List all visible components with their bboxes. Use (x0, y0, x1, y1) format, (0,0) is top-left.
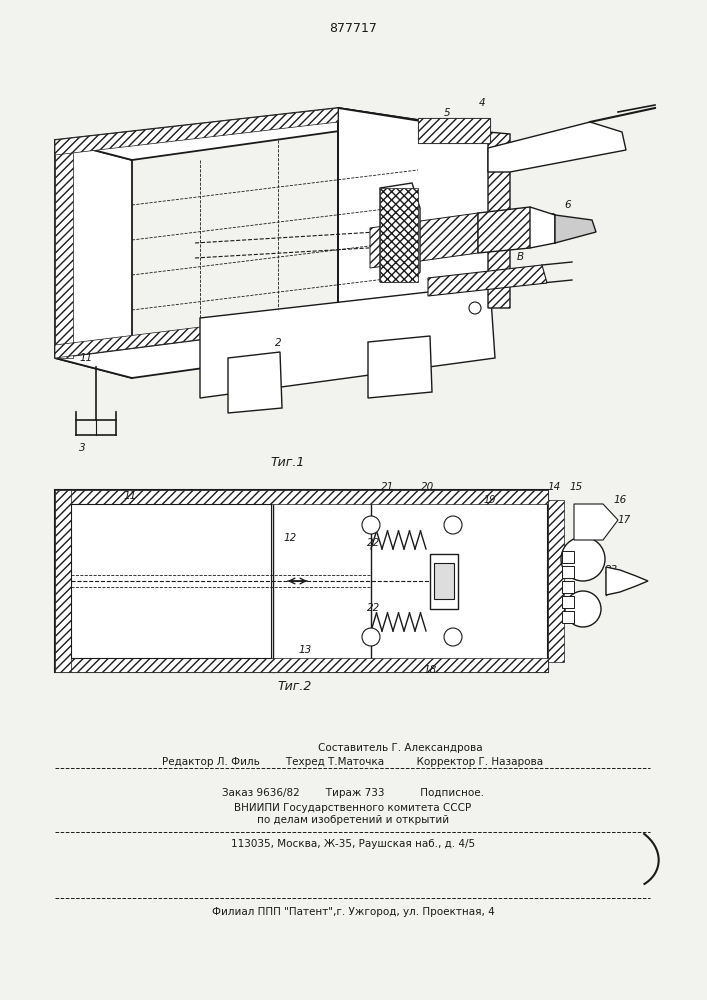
Text: A: A (532, 141, 539, 151)
Bar (55, 490, 548, 504)
Polygon shape (478, 207, 540, 253)
Circle shape (469, 302, 481, 314)
Text: 13: 13 (298, 645, 312, 655)
Text: Составитель Г. Александрова: Составитель Г. Александрова (317, 743, 482, 753)
Polygon shape (606, 567, 648, 595)
Text: 11: 11 (79, 353, 93, 363)
Polygon shape (228, 352, 282, 413)
Polygon shape (370, 213, 478, 268)
Polygon shape (428, 265, 547, 296)
Text: 11: 11 (124, 491, 136, 501)
Text: 14: 14 (547, 482, 561, 492)
Bar (434, 563, 454, 599)
Text: 20: 20 (421, 482, 435, 492)
Polygon shape (380, 183, 420, 282)
Text: 2: 2 (275, 338, 281, 348)
Circle shape (444, 516, 462, 534)
Text: 22: 22 (368, 603, 380, 613)
Text: ВНИИПИ Государственного комитета СССР: ВНИИПИ Государственного комитета СССР (235, 803, 472, 813)
Text: 5: 5 (444, 108, 450, 118)
Polygon shape (55, 310, 338, 358)
Bar (71, 504, 271, 658)
Text: 1: 1 (502, 262, 508, 272)
Text: B: B (516, 252, 524, 262)
Bar (55, 490, 71, 672)
Text: 16: 16 (614, 495, 626, 505)
Bar (430, 554, 458, 609)
Text: 23: 23 (605, 565, 619, 575)
Text: 10: 10 (390, 348, 404, 358)
Text: 15: 15 (569, 482, 583, 492)
Text: 19: 19 (484, 495, 496, 505)
Text: 18: 18 (423, 665, 437, 675)
Polygon shape (488, 122, 626, 172)
Text: Заказ 9636/82        Тираж 733           Подписное.: Заказ 9636/82 Тираж 733 Подписное. (222, 788, 484, 798)
Bar (380, 188, 418, 282)
Text: 9: 9 (592, 141, 600, 151)
Polygon shape (574, 504, 618, 540)
Text: 22: 22 (368, 538, 380, 548)
Polygon shape (55, 140, 132, 378)
Bar (562, 596, 574, 608)
Polygon shape (338, 108, 490, 322)
Polygon shape (338, 108, 418, 338)
Polygon shape (55, 490, 548, 672)
Text: 877717: 877717 (329, 21, 377, 34)
Bar (548, 500, 564, 662)
Circle shape (362, 516, 380, 534)
Bar (562, 581, 574, 593)
Bar (55, 140, 73, 358)
Circle shape (565, 591, 601, 627)
Polygon shape (200, 285, 495, 398)
Bar (562, 611, 574, 623)
Text: Редактор Л. Филь        Техред Т.Маточка          Корректор Г. Назарова: Редактор Л. Филь Техред Т.Маточка Коррек… (163, 757, 544, 767)
Text: 6: 6 (565, 200, 571, 210)
Circle shape (561, 537, 605, 581)
Polygon shape (55, 322, 418, 378)
Text: 3: 3 (78, 443, 86, 453)
Polygon shape (55, 108, 418, 160)
Bar (55, 658, 548, 672)
Bar (418, 118, 490, 143)
Text: 21: 21 (381, 482, 395, 492)
Polygon shape (488, 132, 510, 308)
Polygon shape (55, 108, 338, 155)
Polygon shape (368, 336, 432, 398)
Text: Филиал ППП "Патент",г. Ужгород, ул. Проектная, 4: Филиал ППП "Патент",г. Ужгород, ул. Прое… (211, 907, 494, 917)
Circle shape (444, 628, 462, 646)
Text: 4: 4 (479, 98, 485, 108)
Bar (562, 566, 574, 578)
Text: 7: 7 (537, 223, 543, 233)
Text: Τиг.2: Τиг.2 (278, 680, 312, 692)
Text: по делам изобретений и открытий: по делам изобретений и открытий (257, 815, 449, 825)
Text: Τиг.1: Τиг.1 (271, 456, 305, 468)
Text: 113035, Москва, Ж-35, Раушская наб., д. 4/5: 113035, Москва, Ж-35, Раушская наб., д. … (231, 839, 475, 849)
Circle shape (362, 628, 380, 646)
Text: 8: 8 (549, 213, 555, 223)
Polygon shape (555, 215, 596, 243)
Text: 12: 12 (284, 533, 297, 543)
Bar (562, 551, 574, 563)
Polygon shape (530, 207, 555, 248)
Bar (418, 118, 490, 143)
Text: 17: 17 (617, 515, 631, 525)
